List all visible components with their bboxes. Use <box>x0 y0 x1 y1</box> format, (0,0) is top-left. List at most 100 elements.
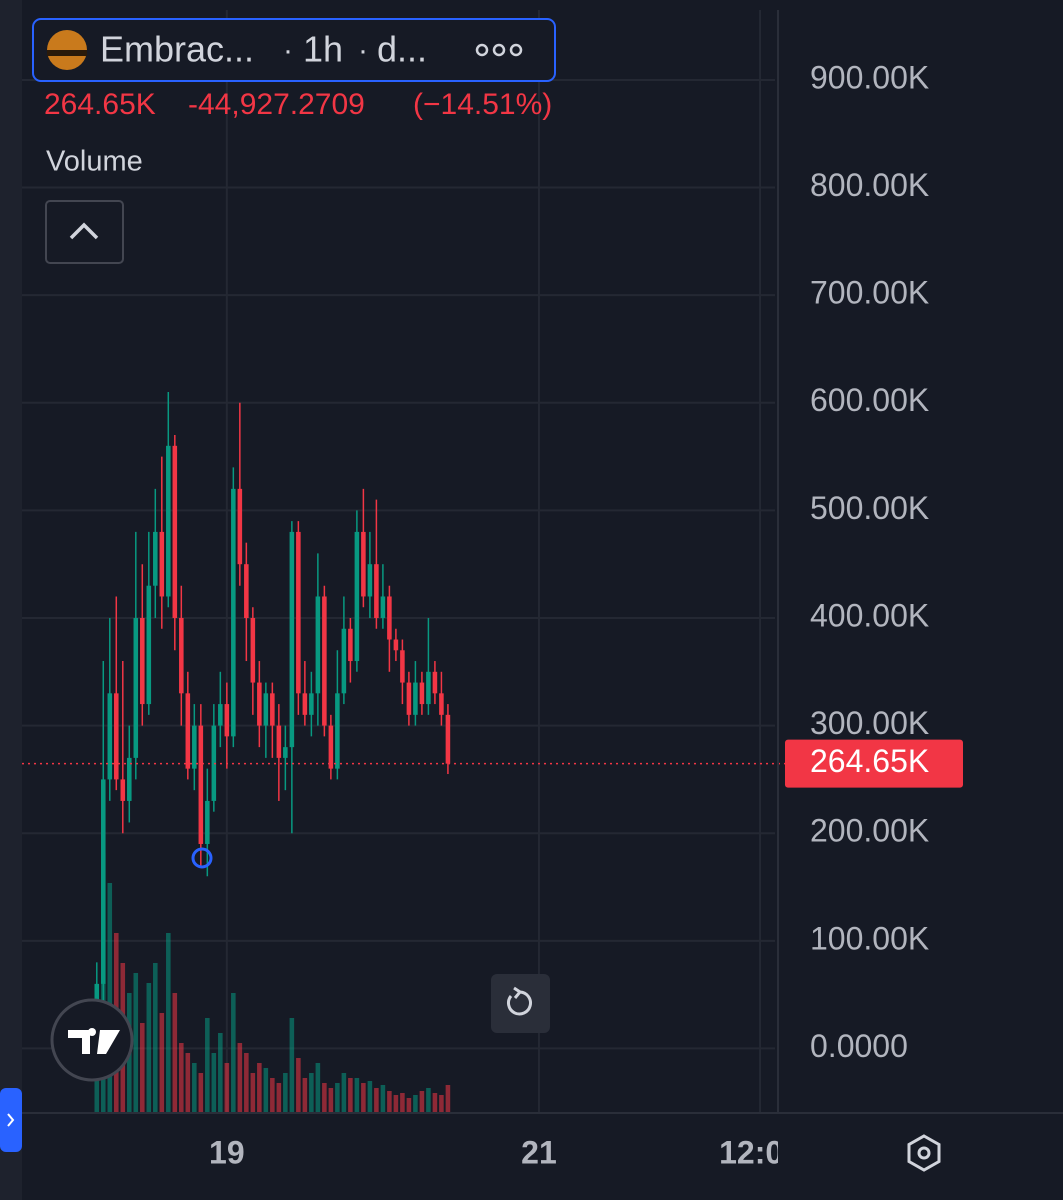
chevron-up <box>69 222 99 240</box>
volume-bar <box>309 1073 314 1113</box>
separator: · <box>358 34 368 67</box>
candle-body <box>218 704 223 726</box>
volume-bar <box>432 1093 438 1113</box>
candle-body <box>393 639 399 651</box>
volume-bar <box>387 1091 392 1113</box>
candle-body <box>192 725 197 769</box>
last-price-tag-label: 264.65K <box>810 743 929 779</box>
candle-body <box>445 714 451 764</box>
volume-bar <box>348 1078 353 1113</box>
reset-icon <box>507 990 532 1016</box>
volume-bar <box>94 1063 100 1113</box>
candle-body <box>211 725 217 801</box>
volume-bar <box>185 1053 191 1113</box>
logo-dot <box>88 1028 96 1036</box>
volume-bar <box>276 1083 282 1113</box>
candle-body <box>250 617 256 683</box>
collapse-button[interactable] <box>45 200 124 264</box>
volume-bar <box>153 963 158 1113</box>
volume-bar <box>296 1058 301 1113</box>
candle-body <box>107 693 113 780</box>
y-tick-label: 100.00K <box>810 920 929 956</box>
candle-body <box>237 488 243 565</box>
candle-body <box>159 531 165 597</box>
volume-bar <box>257 1063 262 1113</box>
left-strip <box>0 0 22 1200</box>
volume-bar <box>140 1023 145 1113</box>
candle-body <box>426 671 431 705</box>
candle-body <box>114 693 119 780</box>
candle-body <box>432 671 438 694</box>
reset-button[interactable] <box>491 974 550 1033</box>
volume-bar <box>341 1073 347 1113</box>
candle-body <box>296 531 301 694</box>
candle-body <box>231 488 236 737</box>
change: -44,927.2709 <box>188 88 365 121</box>
volume-bar <box>400 1093 405 1113</box>
candle-body <box>276 725 282 758</box>
candle-body <box>341 628 347 694</box>
side-tab[interactable] <box>0 1088 22 1152</box>
candle-body <box>361 531 366 597</box>
candle-body <box>328 725 334 769</box>
volume-bar <box>393 1095 399 1113</box>
volume-bar <box>445 1085 451 1113</box>
volume-bar <box>192 1063 197 1113</box>
more-button[interactable] <box>475 43 523 57</box>
candle-body <box>153 531 158 586</box>
y-tick-label: 400.00K <box>810 597 929 633</box>
volume-bar <box>439 1095 444 1113</box>
candle-body <box>166 445 171 597</box>
volume-bar <box>328 1088 334 1113</box>
side-tab-arrow <box>7 1113 15 1127</box>
volume-bar <box>205 1018 210 1113</box>
volume-bar <box>263 1068 269 1113</box>
candle-body <box>354 531 360 662</box>
candle-body <box>387 596 392 640</box>
candle-body <box>224 704 230 737</box>
volume-bar <box>166 933 171 1113</box>
candle-body <box>205 800 210 844</box>
indicator-label: Volume <box>46 146 143 178</box>
time-axis: 19 21 12:00 <box>209 1134 801 1170</box>
volume-bar <box>289 1018 295 1113</box>
volume-bar <box>302 1078 308 1113</box>
volume-bar <box>198 1073 204 1113</box>
candle-body <box>335 693 340 769</box>
candle-body <box>146 585 152 705</box>
candle-body <box>400 650 405 683</box>
symbol-box[interactable] <box>32 18 556 82</box>
y-tick-label: 600.00K <box>810 382 929 418</box>
candle-body <box>315 596 321 694</box>
settings-icon[interactable] <box>907 1134 941 1172</box>
volume-bar <box>367 1081 373 1113</box>
candle-body <box>367 564 373 597</box>
y-tick-label: 500.00K <box>810 490 929 526</box>
volume-bar <box>159 1013 165 1113</box>
volume-bar <box>406 1098 412 1113</box>
x-tick-label: 12:00 <box>719 1134 801 1170</box>
candle-body <box>302 693 308 715</box>
y-tick-label: 800.00K <box>810 167 929 203</box>
candle-body <box>257 682 262 726</box>
source: d... <box>377 29 427 70</box>
candle-body <box>374 564 379 618</box>
candle-body <box>270 693 275 726</box>
event-marker[interactable] <box>191 847 213 869</box>
volume-bar <box>380 1085 386 1113</box>
volume-bar <box>237 1043 243 1113</box>
last-price-tag <box>785 739 963 788</box>
logo[interactable] <box>50 998 134 1082</box>
y-tick-label: 300.00K <box>810 705 929 741</box>
volume-bar <box>335 1083 340 1113</box>
candle-body <box>185 693 191 769</box>
x-tick-label: 19 <box>209 1134 245 1170</box>
candle-body <box>101 779 106 984</box>
candle-body <box>127 757 132 801</box>
candle-body <box>179 617 184 694</box>
volume-bar <box>419 1091 425 1113</box>
volume-bar <box>270 1078 275 1113</box>
reset-icon-arrow <box>513 986 523 999</box>
